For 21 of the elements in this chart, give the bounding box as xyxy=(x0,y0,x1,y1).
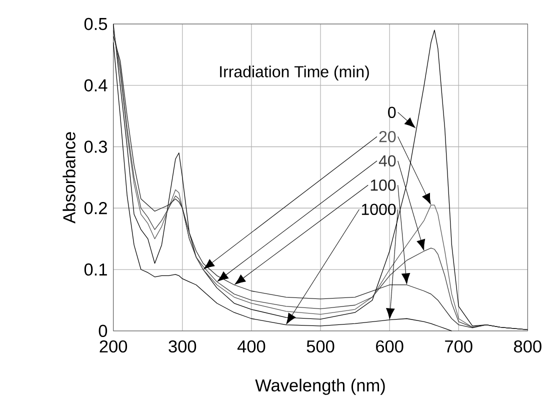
y-tick-label: 0.2 xyxy=(84,202,107,214)
y-tick-label: 0.5 xyxy=(84,18,108,30)
y-tick-label: 0.3 xyxy=(84,140,107,153)
x-tick-label: 800 xyxy=(514,340,542,353)
x-tick-label: 600 xyxy=(376,340,404,353)
x-tick-label: 500 xyxy=(306,340,334,353)
text: 40 xyxy=(378,155,396,167)
x-axis-title: Wavelength (nm) xyxy=(255,378,385,395)
y-axis-title: Absorbance xyxy=(62,132,76,224)
text: 20 xyxy=(379,131,396,142)
x-tick-label: 200 xyxy=(100,340,128,353)
legend-label: 0 xyxy=(388,106,396,118)
y-tick-label: 0.4 xyxy=(84,79,108,92)
x-tick-label: 700 xyxy=(445,340,472,353)
x-tick-label: 300 xyxy=(168,340,196,353)
x-tick-label: 400 xyxy=(237,340,266,353)
text: 100 xyxy=(370,180,396,191)
legend-title: Irradiation Time (min) xyxy=(220,66,369,81)
y-tick-label: 0 xyxy=(98,324,108,338)
y-tick-label: 0.1 xyxy=(84,264,107,276)
legend-label: 1000 xyxy=(362,204,396,216)
